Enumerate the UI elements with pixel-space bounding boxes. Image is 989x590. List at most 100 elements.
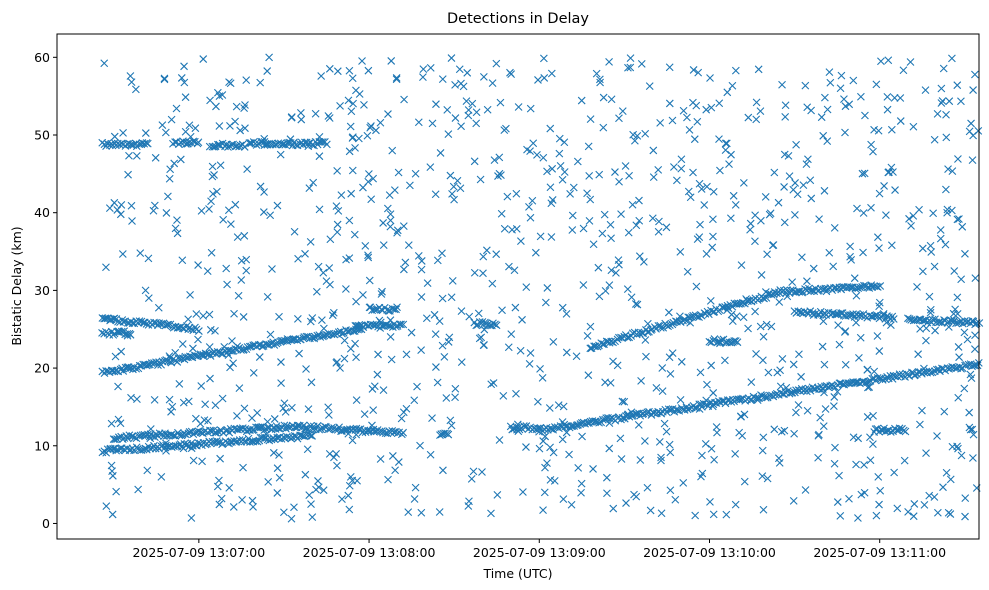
detection-point <box>160 74 169 83</box>
detection-point <box>954 155 962 163</box>
detection-point <box>478 468 486 476</box>
detection-point <box>189 456 198 465</box>
detection-point <box>933 432 941 440</box>
detection-point <box>283 139 292 147</box>
detection-point <box>164 192 172 201</box>
detection-point <box>110 367 119 376</box>
detection-point <box>925 292 934 301</box>
detection-point <box>248 414 256 422</box>
detection-point <box>393 226 402 235</box>
detection-point <box>879 309 888 318</box>
detection-point <box>224 206 233 215</box>
detection-point <box>942 468 951 477</box>
detection-point <box>196 428 205 437</box>
detection-point <box>585 217 594 225</box>
detection-point <box>457 358 466 367</box>
detection-point <box>489 379 498 387</box>
x-axis-label: Time (UTC) <box>482 566 552 581</box>
detection-point <box>884 168 893 177</box>
detection-point <box>256 182 265 191</box>
detection-point <box>333 67 342 76</box>
detection-point <box>344 429 353 438</box>
detection-point <box>870 367 879 376</box>
detection-point <box>689 168 697 177</box>
detection-point <box>706 497 714 506</box>
detection-point <box>913 282 921 291</box>
detection-point <box>502 124 510 133</box>
detection-point <box>312 287 321 296</box>
detection-point <box>263 423 272 432</box>
detection-point <box>783 292 792 301</box>
detection-point <box>930 135 939 144</box>
detection-point <box>875 347 884 355</box>
detection-point <box>426 163 435 172</box>
detection-point <box>603 489 611 498</box>
detection-point <box>831 443 839 452</box>
detection-point <box>536 364 544 373</box>
detection-point <box>273 433 282 442</box>
detection-point <box>352 430 361 439</box>
detection-point <box>784 151 793 160</box>
detection-point <box>132 151 141 160</box>
detection-point <box>495 436 504 444</box>
detection-point <box>707 103 716 112</box>
detection-point <box>470 268 479 277</box>
detection-point <box>479 269 487 278</box>
detection-point <box>870 125 878 134</box>
detection-point <box>173 216 181 225</box>
detection-point <box>933 508 942 517</box>
detection-point <box>278 140 287 149</box>
detection-point <box>100 59 109 68</box>
detection-point <box>126 72 135 80</box>
detection-point <box>548 164 557 173</box>
detection-point <box>226 346 234 355</box>
detection-point <box>852 291 861 300</box>
detection-point <box>559 495 568 504</box>
detection-point <box>205 349 214 358</box>
detection-point <box>758 472 767 481</box>
y-axis-ticks: 0 10 20 30 40 50 60 <box>34 50 57 531</box>
detection-point <box>345 147 354 156</box>
y-tick-label: 20 <box>34 361 50 376</box>
detection-point <box>385 191 394 200</box>
detection-point <box>792 408 800 417</box>
detection-point <box>447 293 456 302</box>
detection-point <box>690 135 699 144</box>
detection-point <box>637 376 645 385</box>
detection-point <box>775 298 784 306</box>
detection-point <box>438 294 447 303</box>
detection-point <box>383 204 392 213</box>
detection-point <box>547 69 556 78</box>
detection-point <box>304 142 313 151</box>
detection-point <box>852 318 860 327</box>
detection-point <box>296 431 304 440</box>
detection-point <box>541 432 550 441</box>
detection-point <box>820 186 829 195</box>
detection-point <box>228 337 236 345</box>
detection-point <box>586 322 595 331</box>
detection-point <box>708 243 717 252</box>
detection-point <box>823 285 832 293</box>
detection-point <box>614 256 623 265</box>
detection-point <box>540 74 549 82</box>
detection-point <box>819 131 828 140</box>
detection-point <box>972 319 980 328</box>
detection-point <box>290 227 299 236</box>
detection-point <box>840 328 849 336</box>
detection-point <box>539 437 548 445</box>
detection-point <box>431 330 440 339</box>
detection-point <box>709 510 718 519</box>
detection-point <box>199 312 208 320</box>
detection-point <box>112 446 121 455</box>
detection-point <box>624 63 632 72</box>
detection-point <box>207 197 215 206</box>
detection-point <box>792 288 800 297</box>
detection-point <box>346 122 355 131</box>
detection-point <box>606 220 615 229</box>
detection-point <box>954 343 963 351</box>
detection-point <box>609 357 617 366</box>
detection-point <box>176 155 185 164</box>
detection-point <box>701 439 710 448</box>
detection-point <box>577 96 586 105</box>
detection-point <box>969 454 977 462</box>
